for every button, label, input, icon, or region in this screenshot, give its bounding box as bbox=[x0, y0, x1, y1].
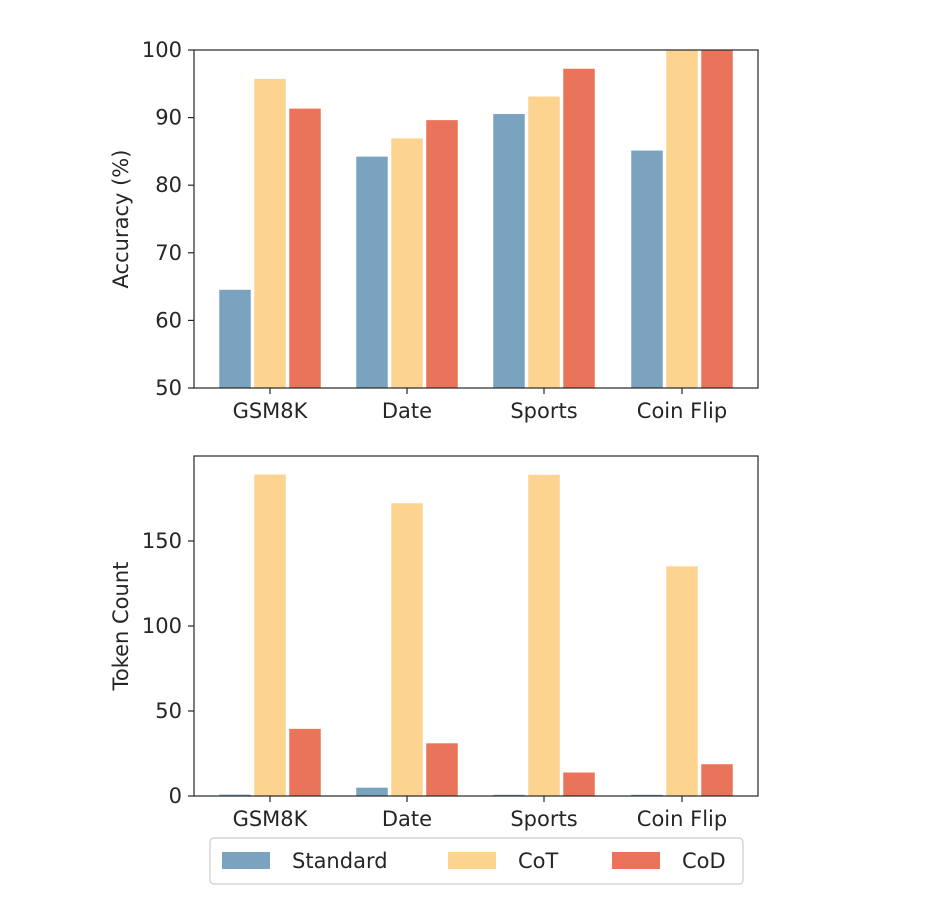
bar-token-count-cod-coin-flip bbox=[700, 763, 734, 797]
token-count-ylabel: Token Count bbox=[109, 562, 133, 692]
bar-accuracy-standard-coin-flip bbox=[630, 149, 664, 389]
token-count-chart: 0 50 100 150 GSM8K Date Sports Coin Flip Token C… bbox=[109, 455, 759, 831]
bar-token-count-cod-gsm8k bbox=[288, 727, 322, 797]
legend-swatch-standard bbox=[222, 852, 270, 869]
bar-token-count-cot-gsm8k bbox=[253, 473, 287, 797]
bar-accuracy-cod-coin-flip bbox=[700, 49, 734, 389]
accuracy-ytick-label: 90 bbox=[155, 106, 182, 130]
bar-accuracy-cot-gsm8k bbox=[253, 77, 287, 389]
accuracy-ytick-label: 60 bbox=[155, 308, 182, 332]
accuracy-ytick-label: 50 bbox=[155, 376, 182, 400]
token-count-xtick-label-date: Date bbox=[382, 807, 432, 831]
token-count-xtick-label-coin-flip: Coin Flip bbox=[637, 807, 727, 831]
bar-accuracy-cot-date bbox=[390, 137, 424, 389]
accuracy-xtick-label-coin-flip: Coin Flip bbox=[637, 399, 727, 423]
bar-accuracy-cod-sports bbox=[562, 67, 596, 389]
bar-accuracy-cod-date bbox=[425, 119, 459, 389]
token-count-xtick-label-sports: Sports bbox=[510, 807, 577, 831]
accuracy-ytick-label: 100 bbox=[142, 38, 182, 62]
bar-accuracy-cot-sports bbox=[527, 95, 561, 389]
bar-token-count-cot-date bbox=[390, 502, 424, 797]
accuracy-ytick-label: 80 bbox=[155, 173, 182, 197]
legend-label-cod: CoD bbox=[682, 849, 726, 873]
token-count-ytick-label: 100 bbox=[142, 614, 182, 638]
legend-label-cot: CoT bbox=[518, 849, 559, 873]
bar-token-count-standard-date bbox=[355, 786, 389, 797]
accuracy-xtick-label-sports: Sports bbox=[510, 399, 577, 423]
legend-label-standard: Standard bbox=[292, 849, 388, 873]
token-count-ytick-label: 0 bbox=[169, 784, 182, 808]
legend-swatch-cot bbox=[448, 852, 496, 869]
accuracy-xtick-label-date: Date bbox=[382, 399, 432, 423]
accuracy-ytick-label: 70 bbox=[155, 241, 182, 265]
bar-accuracy-standard-date bbox=[355, 155, 389, 389]
bar-token-count-cod-sports bbox=[562, 771, 596, 797]
accuracy-ylabel: Accuracy (%) bbox=[109, 150, 133, 289]
token-count-xtick-label-gsm8k: GSM8K bbox=[233, 807, 309, 831]
token-count-ytick-label: 150 bbox=[142, 529, 182, 553]
token-count-ytick-label: 50 bbox=[155, 699, 182, 723]
bar-token-count-cot-sports bbox=[527, 473, 561, 797]
legend-swatch-cod bbox=[612, 852, 660, 869]
bar-accuracy-cod-gsm8k bbox=[288, 107, 322, 389]
bar-token-count-cot-coin-flip bbox=[665, 565, 699, 797]
accuracy-axes-frame bbox=[193, 49, 759, 389]
legend: Standard CoT CoD bbox=[209, 837, 744, 885]
bar-accuracy-cot-coin-flip bbox=[665, 49, 699, 389]
bar-token-count-cod-date bbox=[425, 742, 459, 797]
bar-accuracy-standard-sports bbox=[492, 113, 526, 389]
accuracy-chart: 50 60 70 80 90 100 GSM8K Date Sports Coin Flip Acc… bbox=[109, 38, 759, 423]
bar-accuracy-standard-gsm8k bbox=[218, 288, 252, 389]
accuracy-xtick-label-gsm8k: GSM8K bbox=[233, 399, 309, 423]
